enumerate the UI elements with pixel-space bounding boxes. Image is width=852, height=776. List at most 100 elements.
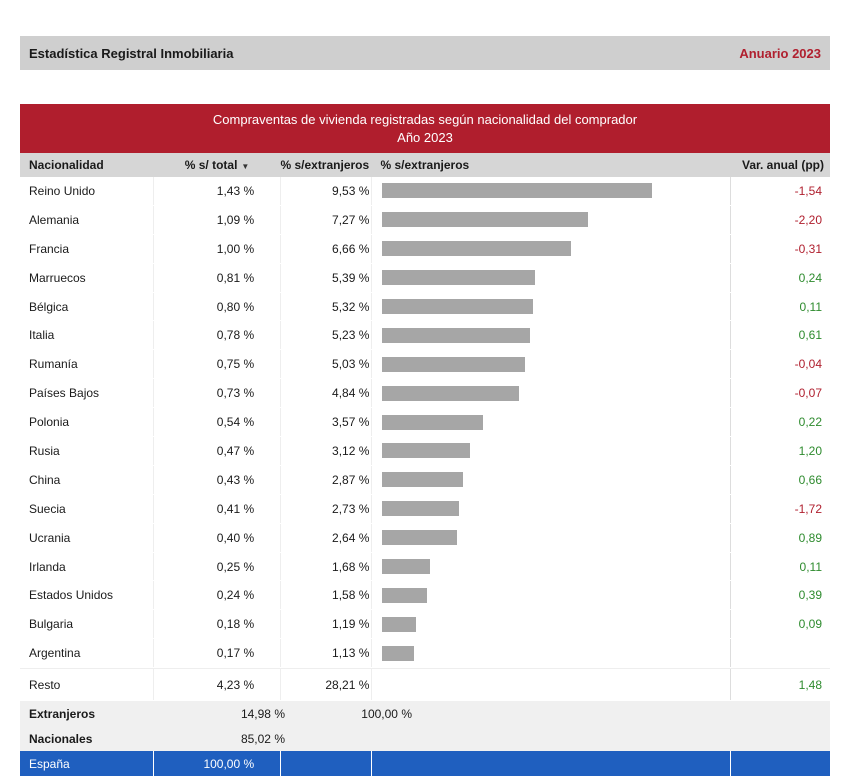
- summary-block: Extranjeros 14,98 % 100,00 % Nacionales …: [20, 701, 830, 752]
- row-nacionalidad: Argentina: [20, 639, 155, 668]
- resto-var-anual: 1,48: [798, 677, 822, 692]
- nacionales-pct-total: 85,02 %: [240, 731, 285, 746]
- pct-extranjeros-bar: [382, 559, 431, 575]
- row-pct-extranjeros: 9,53 %: [281, 177, 373, 205]
- table-row: Polonia 0,54 % 3,57 % 0,22: [20, 408, 830, 438]
- row-pct-extranjeros: 1,68 %: [281, 552, 373, 581]
- extranjeros-pct-total: 14,98 %: [240, 706, 285, 721]
- row-var-anual: 1,20: [798, 443, 822, 458]
- row-nacionalidad: Francia: [20, 234, 155, 263]
- nationality-table: Compraventas de vivienda registradas seg…: [20, 104, 830, 776]
- row-bar-cell: [372, 177, 732, 205]
- row-var-anual: -2,20: [794, 212, 822, 227]
- row-bar-cell: [372, 205, 732, 234]
- column-header-pct-extranjeros[interactable]: % s/extranjeros: [280, 158, 370, 172]
- summary-row-nacionales: Nacionales 85,02 %: [20, 726, 830, 751]
- table-row: China 0,43 % 2,87 % 0,66: [20, 465, 830, 495]
- pct-extranjeros-bar: [382, 587, 428, 603]
- pct-extranjeros-bar: [382, 356, 526, 372]
- table-row: Argentina 0,17 % 1,13 %: [20, 639, 830, 669]
- extranjeros-pct-extranjeros: 100,00 %: [361, 706, 412, 721]
- row-var-anual: -1,54: [794, 183, 822, 198]
- row-nacionalidad: Reino Unido: [20, 177, 155, 205]
- table-row: Rusia 0,47 % 3,12 % 1,20: [20, 437, 830, 466]
- row-pct-extranjeros: 5,32 %: [281, 292, 373, 321]
- pct-extranjeros-bar: [382, 414, 484, 430]
- row-var-anual: -0,31: [794, 241, 822, 256]
- row-pct-extranjeros: 1,58 %: [281, 581, 373, 610]
- row-var-anual: 0,11: [799, 299, 822, 314]
- row-bar-cell: [372, 523, 732, 552]
- table-title: Compraventas de vivienda registradas seg…: [212, 111, 638, 127]
- pct-extranjeros-bar: [382, 241, 572, 257]
- report-title: Estadística Registral Inmobiliaria: [29, 45, 234, 61]
- column-header-var-anual[interactable]: Var. anual (pp): [741, 158, 825, 172]
- column-header-nacionalidad[interactable]: Nacionalidad: [29, 158, 104, 172]
- row-pct-total: 1,00 %: [154, 234, 282, 263]
- row-bar-cell: [372, 321, 732, 350]
- row-pct-total: 0,18 %: [154, 610, 282, 639]
- resto-bar-cell: [372, 669, 732, 701]
- row-nacionalidad: Ucrania: [20, 523, 155, 552]
- sort-descending-icon[interactable]: ▼: [241, 162, 250, 171]
- table-row: Marruecos 0,81 % 5,39 % 0,24: [20, 263, 830, 293]
- pct-extranjeros-bar: [382, 299, 534, 314]
- row-nacionalidad: China: [20, 465, 155, 494]
- table-subtitle: Año 2023: [397, 129, 453, 145]
- table-title-band: Compraventas de vivienda registradas seg…: [20, 104, 830, 153]
- row-var-anual: 0,39: [798, 588, 822, 603]
- extranjeros-label: Extranjeros: [29, 706, 96, 721]
- row-pct-total: 0,43 %: [154, 465, 282, 494]
- row-pct-total: 0,41 %: [154, 494, 282, 523]
- row-var-anual: 0,66: [798, 472, 822, 487]
- pct-extranjeros-bar: [382, 530, 458, 546]
- row-bar-cell: [372, 408, 732, 437]
- row-bar-cell: [372, 292, 732, 321]
- column-header-pct-extranjeros-bar[interactable]: % s/extranjeros: [380, 158, 470, 172]
- table-row: Alemania 1,09 % 7,27 % -2,20: [20, 205, 830, 235]
- pct-extranjeros-bar: [382, 327, 531, 343]
- row-pct-total: 0,78 %: [154, 321, 282, 350]
- row-nacionalidad: Polonia: [20, 408, 155, 437]
- row-nacionalidad: Rumanía: [20, 350, 155, 379]
- row-bar-cell: [372, 234, 732, 263]
- pct-extranjeros-bar: [382, 501, 460, 517]
- row-bar-cell: [372, 379, 732, 408]
- row-pct-total: 0,25 %: [154, 552, 282, 581]
- summary-row-extranjeros: Extranjeros 14,98 % 100,00 %: [20, 701, 830, 726]
- pct-extranjeros-bar: [382, 472, 464, 488]
- pct-extranjeros-bar: [382, 616, 417, 632]
- column-header-pct-total[interactable]: % s/ total ▼: [155, 158, 279, 172]
- row-var-anual: -1,72: [794, 501, 822, 516]
- pct-extranjeros-bar: [382, 443, 471, 459]
- row-pct-total: 0,24 %: [154, 581, 282, 610]
- row-pct-total: 0,81 %: [154, 263, 282, 292]
- pct-extranjeros-bar: [382, 183, 653, 199]
- row-bar-cell: [372, 552, 732, 581]
- row-var-anual: -0,07: [794, 386, 822, 401]
- row-pct-extranjeros: 2,64 %: [281, 523, 373, 552]
- row-pct-total: 0,75 %: [154, 350, 282, 379]
- row-bar-cell: [372, 639, 732, 668]
- espana-bar-cell: [372, 751, 732, 776]
- row-pct-total: 0,17 %: [154, 639, 282, 668]
- row-var-anual: 0,61: [798, 328, 822, 343]
- row-pct-extranjeros: 5,39 %: [281, 263, 373, 292]
- row-pct-extranjeros: 3,12 %: [281, 437, 373, 465]
- row-nacionalidad: Bulgaria: [20, 610, 155, 639]
- row-pct-extranjeros: 3,57 %: [281, 408, 373, 437]
- table-row: Países Bajos 0,73 % 4,84 % -0,07: [20, 379, 830, 409]
- row-pct-extranjeros: 5,23 %: [281, 321, 373, 350]
- row-bar-cell: [372, 350, 732, 379]
- column-header-pct-total-label: % s/ total: [184, 158, 238, 172]
- espana-label: España: [20, 751, 155, 776]
- table-row: Ucrania 0,40 % 2,64 % 0,89: [20, 523, 830, 553]
- row-pct-extranjeros: 5,03 %: [281, 350, 373, 379]
- resto-pct-extranjeros: 28,21 %: [281, 669, 373, 701]
- pct-extranjeros-bar: [382, 270, 536, 286]
- row-pct-extranjeros: 4,84 %: [281, 379, 373, 408]
- yearbook-label: Anuario 2023: [739, 45, 821, 61]
- row-pct-total: 0,47 %: [154, 437, 282, 465]
- row-pct-total: 1,09 %: [154, 205, 282, 234]
- pct-extranjeros-bar: [382, 645, 415, 661]
